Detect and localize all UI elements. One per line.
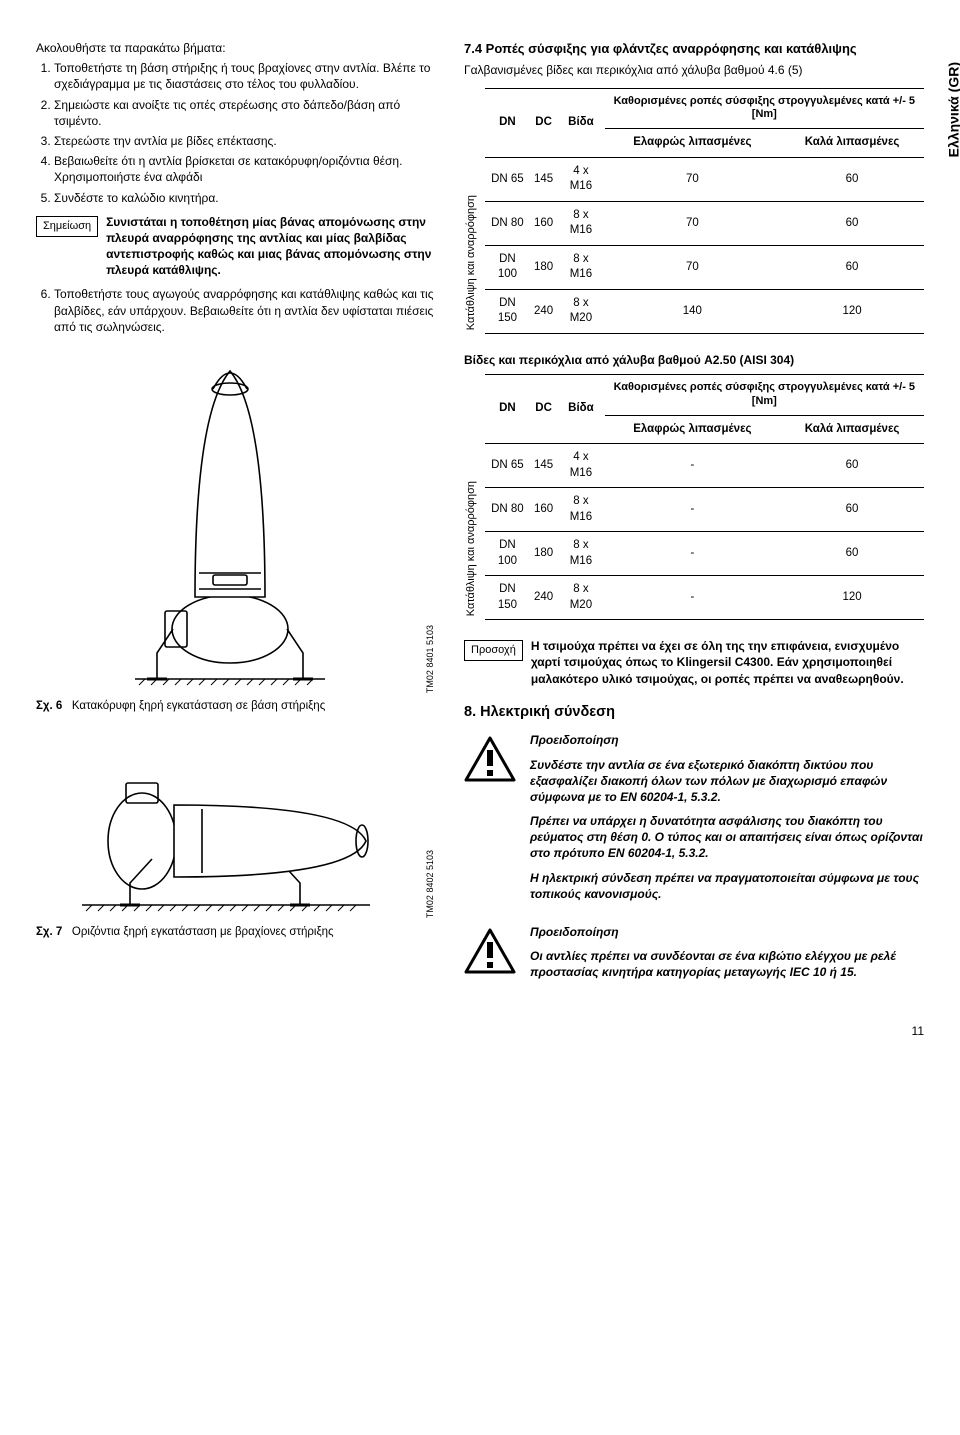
figure-7: TM02 8402 5103 xyxy=(36,739,436,923)
step-5: Συνδέστε το καλώδιο κινητήρα. xyxy=(54,190,436,206)
fig6-num: Σχ. 6 xyxy=(36,700,62,712)
th-light: Ελαφρώς λιπασμένες xyxy=(605,129,780,158)
caution-text: Η τσιμούχα πρέπει να έχει σε όλη της την… xyxy=(531,638,924,687)
note-block: Σημείωση Συνιστάται η τοποθέτηση μίας βά… xyxy=(36,214,436,279)
table-row: DN 1001808 x M167060 xyxy=(485,245,924,289)
warn1-p1: Συνδέστε την αντλία σε ένα εξωτερικό δια… xyxy=(530,757,924,806)
table2-rowlabel: Κατάθλιψη και αναρρόφηση xyxy=(464,451,479,620)
torque-table-1: DN DC Βίδα Καθορισμένες ροπές σύσφιξης σ… xyxy=(485,88,924,334)
th-light-2: Ελαφρώς λιπασμένες xyxy=(605,415,780,444)
figure-6: TM02 8401 5103 xyxy=(36,343,436,697)
pump-horizontal-icon xyxy=(70,749,380,919)
th-dn: DN xyxy=(485,88,530,157)
warn2-title: Προειδοποίηση xyxy=(530,924,924,940)
warning-2: Προειδοποίηση Οι αντλίες πρέπει να συνδέ… xyxy=(464,924,924,989)
fig7-tm: TM02 8402 5103 xyxy=(424,850,436,918)
steps-list: Τοποθετήστε τη βάση στήριξης ή τους βραχ… xyxy=(36,60,436,206)
caution-block: Προσοχή Η τσιμούχα πρέπει να έχει σε όλη… xyxy=(464,638,924,687)
th-group: Καθορισμένες ροπές σύσφιξης στρογγυλεμέν… xyxy=(605,88,924,129)
table1-rowlabel: Κατάθλιψη και αναρρόφηση xyxy=(464,165,479,334)
step-2: Σημειώστε και ανοίξτε τις οπές στερέωσης… xyxy=(54,97,436,129)
th-dc-2: DC xyxy=(530,375,557,444)
step-3: Στερεώστε την αντλία με βίδες επέκτασης. xyxy=(54,133,436,149)
torque-table-2: DN DC Βίδα Καθορισμένες ροπές σύσφιξης σ… xyxy=(485,374,924,620)
warning-1: Προειδοποίηση Συνδέστε την αντλία σε ένα… xyxy=(464,732,924,910)
left-column: Ακολουθήστε τα παρακάτω βήματα: Τοποθετή… xyxy=(36,40,436,1003)
right-column: Ελληνικά (GR) 7.4 Ροπές σύσφιξης για φλά… xyxy=(464,40,924,1003)
language-tab: Ελληνικά (GR) xyxy=(944,62,960,157)
warn1-title: Προειδοποίηση xyxy=(530,732,924,748)
fig7-caption: Σχ. 7 Οριζόντια ξηρή εγκατάσταση με βραχ… xyxy=(36,925,436,941)
th-well: Καλά λιπασμένες xyxy=(780,129,924,158)
table-row: DN 1502408 x M20-120 xyxy=(485,576,924,620)
step-4: Βεβαιωθείτε ότι η αντλία βρίσκεται σε κα… xyxy=(54,153,436,185)
steps-list-cont: Τοποθετήστε τους αγωγούς αναρρόφησης και… xyxy=(36,286,436,335)
section-8-title: 8. Ηλεκτρική σύνδεση xyxy=(464,703,924,723)
th-group-2: Καθορισμένες ροπές σύσφιξης στρογγυλεμέν… xyxy=(605,375,924,416)
fig6-caption: Σχ. 6 Κατακόρυφη ξηρή εγκατάσταση σε βάσ… xyxy=(36,699,436,715)
table-row: DN 651454 x M16-60 xyxy=(485,444,924,488)
table2-intro: Βίδες και περικόχλια από χάλυβα βαθμού A… xyxy=(464,352,924,368)
torque-table-1-wrap: Κατάθλιψη και αναρρόφηση DN DC Βίδα Καθο… xyxy=(464,88,924,334)
page-number: 11 xyxy=(36,1023,924,1039)
th-bolt: Βίδα xyxy=(557,88,604,157)
th-dn-2: DN xyxy=(485,375,530,444)
caution-label: Προσοχή xyxy=(464,640,523,661)
table-row: DN 801608 x M16-60 xyxy=(485,488,924,532)
table-row: DN 1001808 x M16-60 xyxy=(485,532,924,576)
warning-1-text: Προειδοποίηση Συνδέστε την αντλία σε ένα… xyxy=(530,732,924,910)
th-bolt-2: Βίδα xyxy=(557,375,604,444)
table1-intro: Γαλβανισμένες βίδες και περικόχλια από χ… xyxy=(464,62,924,78)
warning-icon xyxy=(464,736,516,782)
torque-table-2-wrap: Κατάθλιψη και αναρρόφηση DN DC Βίδα Καθο… xyxy=(464,374,924,620)
th-dc: DC xyxy=(530,88,557,157)
fig7-text: Οριζόντια ξηρή εγκατάσταση με βραχίονες … xyxy=(72,926,334,938)
warning-icon xyxy=(464,928,516,974)
fig6-tm: TM02 8401 5103 xyxy=(424,625,436,693)
warn1-p3: Η ηλεκτρική σύνδεση πρέπει να πραγματοπο… xyxy=(530,870,924,902)
step-1: Τοποθετήστε τη βάση στήριξης ή τους βραχ… xyxy=(54,60,436,92)
table-row: DN 1502408 x M20140120 xyxy=(485,289,924,333)
intro-text: Ακολουθήστε τα παρακάτω βήματα: xyxy=(36,40,436,56)
th-well-2: Καλά λιπασμένες xyxy=(780,415,924,444)
table-row: DN 651454 x M167060 xyxy=(485,157,924,201)
warning-2-text: Προειδοποίηση Οι αντλίες πρέπει να συνδέ… xyxy=(530,924,924,989)
table-row: DN 801608 x M167060 xyxy=(485,201,924,245)
warn2-p1: Οι αντλίες πρέπει να συνδέονται σε ένα κ… xyxy=(530,948,924,980)
note-label: Σημείωση xyxy=(36,216,98,237)
fig7-num: Σχ. 7 xyxy=(36,926,62,938)
fig6-text: Κατακόρυφη ξηρή εγκατάσταση σε βάση στήρ… xyxy=(72,700,325,712)
note-text: Συνιστάται η τοποθέτηση μίας βάνας απομό… xyxy=(106,214,436,279)
section-7-4-title: 7.4 Ροπές σύσφιξης για φλάντζες αναρρόφη… xyxy=(486,40,924,58)
warn1-p2: Πρέπει να υπάρχει η δυνατότητα ασφάλισης… xyxy=(530,813,924,862)
step-6: Τοποθετήστε τους αγωγούς αναρρόφησης και… xyxy=(54,286,436,335)
pump-vertical-icon xyxy=(95,353,355,693)
